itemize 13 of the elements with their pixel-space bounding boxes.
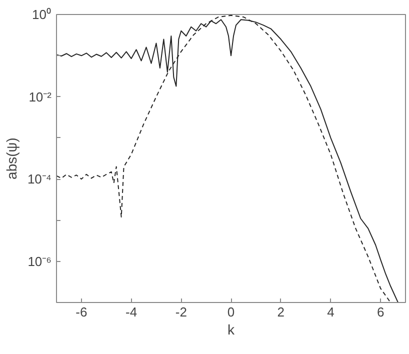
x-tick-label: 4 <box>327 304 334 320</box>
x-tick-label: 0 <box>227 304 235 320</box>
x-tick-label: 6 <box>376 304 384 320</box>
x-tick-label: -2 <box>175 304 187 320</box>
y-tick-label: 10⁰ <box>32 7 52 22</box>
x-tick-label: -4 <box>126 304 138 320</box>
y-axis-title: abs(ψ) <box>3 138 20 180</box>
x-tick-label: -6 <box>76 304 88 320</box>
x-axis-title: k <box>228 322 236 338</box>
y-tick-label: 10⁻⁴ <box>27 172 52 187</box>
y-tick-label: 10⁻² <box>28 89 52 104</box>
x-tick-label: 2 <box>277 304 284 320</box>
y-tick-label: 10⁻⁶ <box>28 254 52 269</box>
